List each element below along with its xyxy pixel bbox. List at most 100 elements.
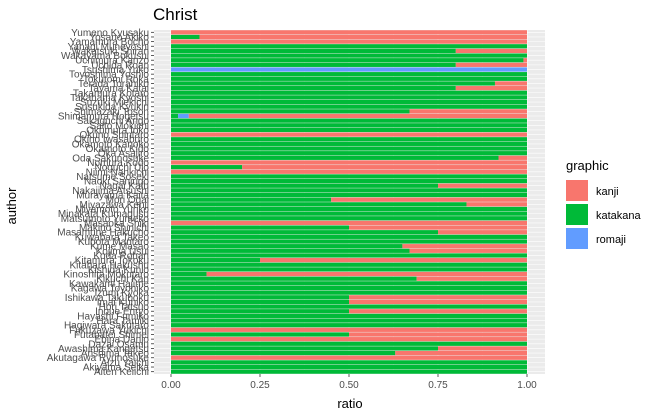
- bar-segment-kanji: [171, 39, 527, 44]
- bar-segment-katakana: [171, 62, 456, 67]
- bar-segment-kanji: [171, 355, 527, 360]
- bar-segment-kanji: [349, 295, 527, 300]
- y-tick-label: Wakayama Bokusui: [61, 51, 149, 62]
- y-tick-label: Wakatsuki Shiran: [72, 46, 149, 57]
- bar-segment-katakana: [171, 44, 527, 49]
- bar-segment-katakana: [171, 81, 495, 86]
- y-tick-label: Fukuzawa Yukichi: [69, 325, 149, 336]
- y-tick-label: Miyamoto Yuriko: [75, 204, 149, 215]
- bar-segment-katakana: [171, 318, 527, 323]
- y-tick-label: Nagai Kafu: [100, 181, 149, 192]
- bar-segment-katakana: [171, 332, 349, 337]
- bar-segment-katakana: [171, 34, 200, 40]
- bar-segment-katakana: [171, 165, 243, 170]
- x-tick-label: 0.00: [161, 380, 181, 391]
- chart-title: Christ: [153, 5, 198, 24]
- legend-title: graphic: [566, 158, 609, 173]
- y-tick-label: Yamamura Bocho: [70, 37, 150, 48]
- y-tick-label: Koda Rohan: [93, 251, 149, 262]
- bar-segment-katakana: [171, 248, 410, 253]
- bar-segment-katakana: [171, 76, 527, 81]
- y-tick-label: Kawakami Hajime: [69, 279, 149, 290]
- bar-segment-katakana: [171, 225, 349, 230]
- y-tick-label: Nomura Kodo: [87, 158, 149, 169]
- bar-segment-katakana: [171, 90, 527, 95]
- y-tick-label: Ishikawa Takuboku: [65, 293, 149, 304]
- y-tick-label: Akiyama Seika: [83, 363, 150, 374]
- bar-segment-katakana: [171, 216, 527, 221]
- bar-segment-kanji: [188, 113, 528, 119]
- bar-segment-kanji: [409, 109, 527, 114]
- bar-segment-kanji: [438, 230, 527, 235]
- y-tick-label: Aizu Yaichi: [100, 358, 149, 369]
- bar-segment-romaji: [178, 113, 189, 119]
- y-tick-label: Tayama Katai: [88, 84, 149, 95]
- y-tick-label: Yumeno Kyusaku: [71, 28, 149, 39]
- y-tick-label: Kojima Usui: [96, 246, 149, 257]
- bar-segment-kanji: [402, 244, 527, 249]
- bar-segment-katakana: [171, 99, 527, 105]
- bar-segment-katakana: [171, 295, 349, 300]
- y-tick-label: Okuno Shintaro: [80, 130, 150, 141]
- y-tick-label: Ebina Danjo: [95, 335, 150, 346]
- y-tick-label: Terada Torahiko: [78, 79, 149, 90]
- bar-segment-katakana: [171, 234, 527, 239]
- bar-segment-katakana: [171, 341, 527, 346]
- legend-label-kanji: kanji: [596, 186, 619, 198]
- y-axis-title: author: [4, 187, 19, 225]
- bar-segment-kanji: [171, 169, 527, 174]
- bar-segment-katakana: [171, 267, 527, 272]
- y-tick-label: Okamoto Kido: [86, 144, 150, 155]
- y-tick-label: Niimi Nankichi: [86, 167, 149, 178]
- bar-segment-katakana: [171, 244, 403, 249]
- y-tick-label: Hayashi Fumiko: [77, 311, 149, 322]
- y-tick-label: Miyazawa Kenji: [80, 200, 149, 211]
- legend-label-katakana: katakana: [596, 210, 642, 222]
- y-tick-label: Imai Kuniko: [97, 297, 150, 308]
- y-tick-label: Noguchi Ujo: [95, 163, 150, 174]
- bar-segment-katakana: [171, 109, 410, 114]
- y-tick-label: Kitahara Hakushu: [70, 260, 150, 271]
- bar-segment-katakana: [171, 174, 527, 179]
- y-tick-label: Izumi Kyoka: [95, 288, 150, 299]
- y-tick-label: Shimazaki Toson: [74, 107, 149, 118]
- bar-segment-katakana: [171, 155, 499, 160]
- bar-segment-kanji: [494, 81, 527, 86]
- bar-segment-kanji: [455, 86, 527, 91]
- y-tick-label: Awashima Kangetsu: [58, 344, 149, 355]
- bar-segment-katakana: [171, 58, 524, 63]
- bar-segment-kanji: [455, 48, 527, 54]
- bar-segment-kanji: [242, 165, 527, 170]
- bar-segment-kanji: [438, 346, 527, 351]
- legend-key-katakana: [566, 204, 588, 225]
- bar-segment-kanji: [349, 332, 527, 337]
- bar-segment-katakana: [171, 346, 438, 351]
- bar-segment-katakana: [171, 360, 527, 365]
- bar-segment-katakana: [171, 123, 527, 128]
- bar-segment-katakana: [171, 95, 527, 100]
- y-tick-label: Kagawa Toyohiko: [71, 284, 150, 295]
- bar-segment-katakana: [171, 72, 527, 77]
- y-tick-label: Inoue Enryo: [95, 307, 149, 318]
- bar-segment-kanji: [523, 58, 527, 63]
- bar-segment-katakana: [171, 313, 527, 318]
- bar-segment-katakana: [171, 118, 527, 123]
- bar-segment-katakana: [171, 369, 527, 374]
- bar-segment-katakana: [171, 192, 527, 198]
- bar-segment-kanji: [416, 276, 527, 281]
- y-tick-label: Kinoshita Mokutaro: [63, 270, 149, 281]
- y-tick-label: Okamoto Kanoko: [72, 139, 150, 150]
- y-tick-label: Uchimura Kanzo: [75, 56, 149, 67]
- y-tick-label: Kume Masao: [90, 242, 149, 253]
- bar-segment-kanji: [206, 271, 527, 277]
- x-tick-label: 0.25: [250, 380, 270, 391]
- x-axis-title: ratio: [337, 396, 362, 411]
- bar-segment-katakana: [171, 211, 527, 216]
- y-tick-label: Oka Asajiro: [98, 149, 150, 160]
- bars: [171, 30, 528, 374]
- bar-segment-kanji: [349, 225, 527, 230]
- bar-segment-katakana: [171, 299, 349, 305]
- y-tick-label: Kishida Kunio: [88, 265, 150, 276]
- bar-segment-katakana: [171, 197, 332, 202]
